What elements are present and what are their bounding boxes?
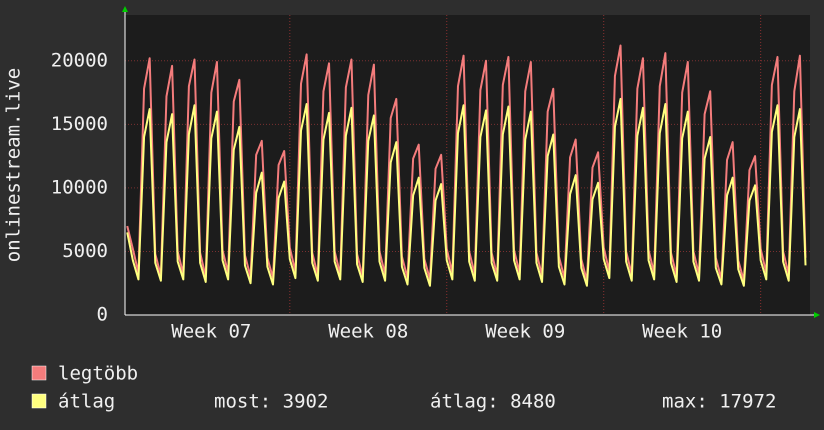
- legend-label: legtöbb: [58, 363, 138, 385]
- y-axis-label: onlinestream.live: [3, 68, 25, 262]
- y-tick-label: 0: [97, 304, 108, 326]
- legend-swatch: [31, 393, 47, 409]
- y-tick-label: 20000: [51, 49, 108, 71]
- legend-stat: átlag: 8480: [430, 391, 556, 413]
- legend-stat: max: 17972: [662, 391, 776, 413]
- axis-arrow: [122, 6, 128, 12]
- legend-stat: most: 3902: [214, 391, 328, 413]
- x-tick-label: Week 10: [642, 321, 722, 343]
- axis-arrow: [814, 312, 820, 318]
- legend-label: átlag: [58, 391, 115, 413]
- x-tick-label: Week 09: [485, 321, 565, 343]
- y-tick-label: 10000: [51, 176, 108, 198]
- y-tick-label: 15000: [51, 113, 108, 135]
- x-tick-label: Week 08: [328, 321, 408, 343]
- data-line: [126, 97, 807, 287]
- y-tick-label: 5000: [62, 240, 108, 262]
- x-tick-label: Week 07: [171, 321, 251, 343]
- legend-swatch: [31, 365, 47, 381]
